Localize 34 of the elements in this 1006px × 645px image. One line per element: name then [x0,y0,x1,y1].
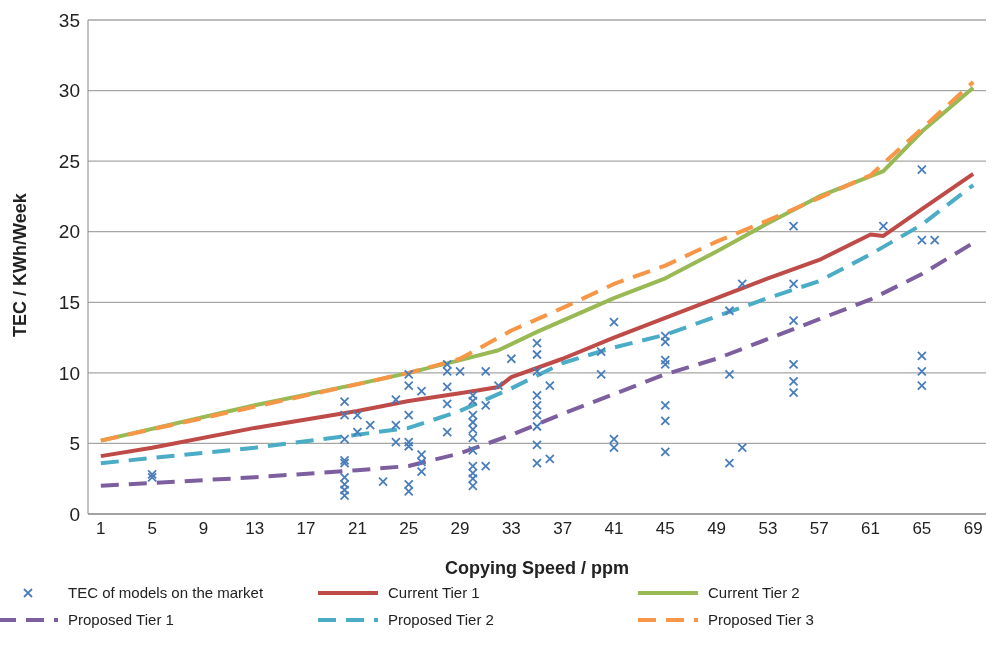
x-tick-label: 17 [296,519,316,539]
x-tick-label: 53 [758,519,778,539]
y-tick-label: 0 [69,503,80,525]
legend-label: Current Tier 2 [708,584,800,601]
y-tick-label: 25 [58,150,80,172]
legend-label: TEC of models on the market [68,584,264,601]
y-tick-label: 5 [69,433,80,455]
x-tick-label: 69 [963,519,983,539]
legend-label: Proposed Tier 2 [388,611,494,628]
y-tick-label: 15 [58,292,80,314]
x-tick-label: 49 [707,519,727,539]
x-tick-label: 57 [809,519,829,539]
x-tick-label: 25 [399,519,419,539]
legend-label: Proposed Tier 3 [708,611,814,628]
y-tick-label: 20 [58,221,80,243]
x-tick-label: 61 [861,519,880,539]
x-tick-label: 41 [604,519,624,539]
legend-label: Current Tier 1 [388,584,480,601]
x-tick-label: 13 [245,519,265,539]
x-tick-label: 45 [655,519,675,539]
y-tick-label: 30 [58,80,80,102]
x-tick-label: 33 [501,519,521,539]
x-tick-label: 37 [553,519,573,539]
x-tick-label: 29 [450,519,470,539]
x-tick-label: 1 [96,519,106,539]
x-axis-title: Copying Speed / ppm [444,558,630,578]
y-tick-label: 35 [58,9,80,31]
x-tick-label: 5 [147,519,157,539]
x-tick-label: 65 [912,519,932,539]
x-tick-label: 21 [347,519,367,539]
y-axis-title: TEC / KWh/Week [10,192,31,337]
y-tick-label: 10 [58,362,80,384]
legend-label: Proposed Tier 1 [68,611,174,628]
x-tick-label: 9 [198,519,209,539]
